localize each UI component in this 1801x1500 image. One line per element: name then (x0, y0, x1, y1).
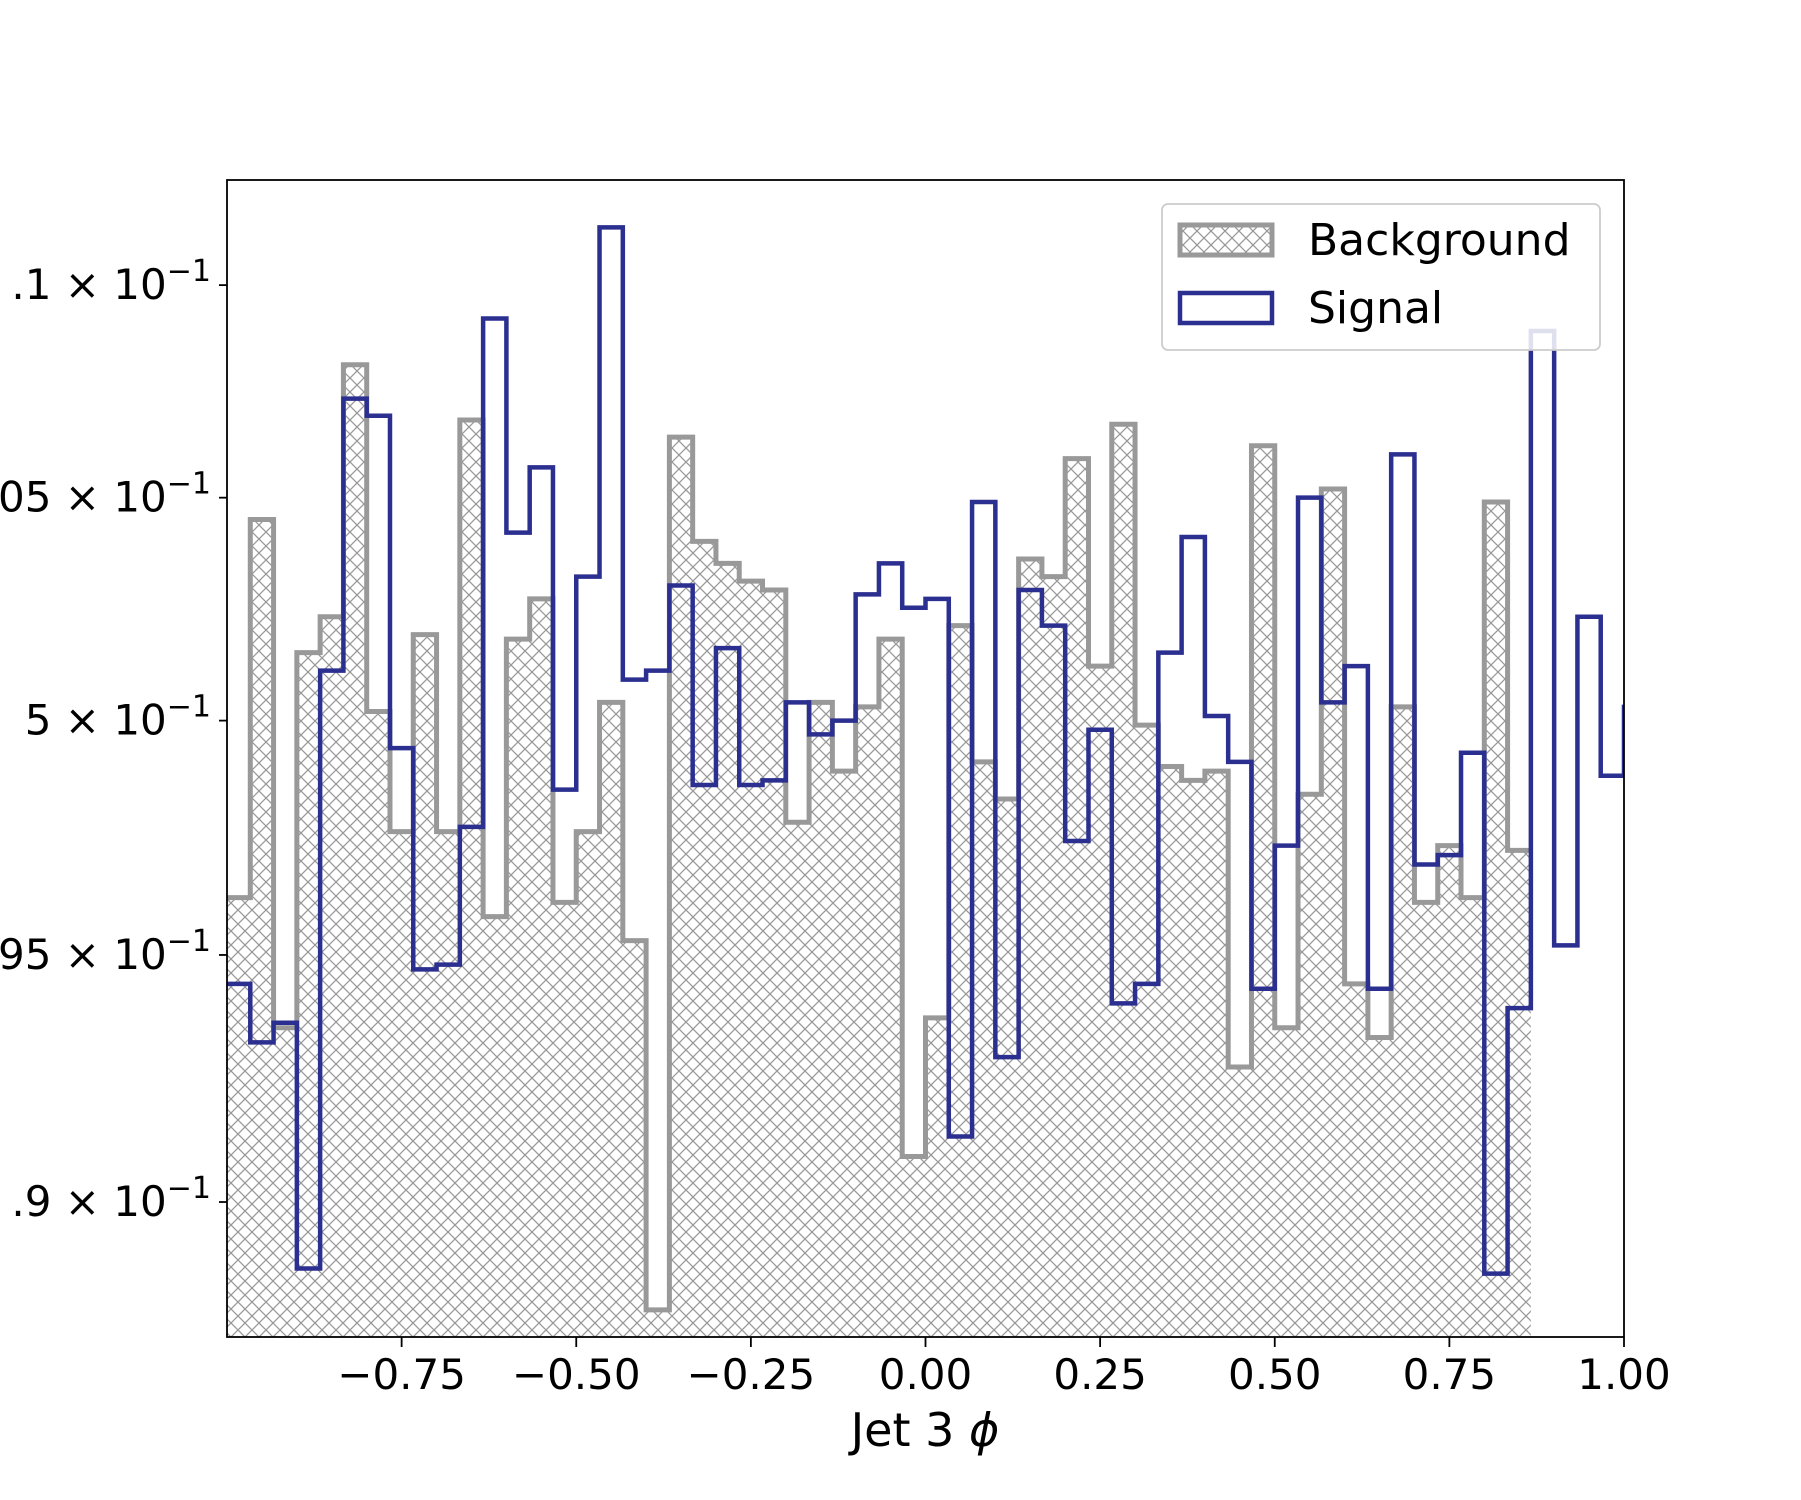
legend-swatch-signal (1177, 290, 1275, 326)
y-tick-label: .1 × 10−1 (11, 254, 211, 309)
x-tick-label: −0.50 (512, 1350, 641, 1399)
x-tick-label: −0.75 (337, 1350, 466, 1399)
x-tick-label: 0.50 (1228, 1350, 1322, 1399)
legend-swatch-background (1177, 222, 1275, 258)
x-tick-label: 0.25 (1053, 1350, 1147, 1399)
x-axis-label: Jet 3 ϕ (848, 1403, 1000, 1457)
y-tick-label: 05 × 10−1 (0, 467, 211, 522)
plot-area (226, 179, 1625, 1338)
legend-label-signal: Signal (1308, 283, 1443, 334)
x-tick-label: 0.75 (1403, 1350, 1497, 1399)
y-axis: .9 × 10−1 95 × 10−1 5 × 10−1 05 × 10−1 .1 × … (0, 254, 227, 1226)
x-axis: −0.75 −0.50 −0.25 0.00 0.25 0.50 0.75 1.00 (337, 1337, 1671, 1399)
x-tick-label: 1.00 (1577, 1350, 1671, 1399)
background-histogram-fill (227, 364, 1531, 1337)
x-tick-label: 0.00 (879, 1350, 973, 1399)
signal-histogram-outline (227, 225, 1624, 1276)
y-tick-label: .9 × 10−1 (11, 1171, 211, 1226)
legend: Background Signal (1161, 203, 1601, 351)
legend-label-background: Background (1308, 215, 1571, 266)
background-histogram-outline (227, 362, 1531, 1313)
y-tick-label: 95 × 10−1 (0, 924, 211, 979)
y-tick-label: 5 × 10−1 (25, 690, 211, 745)
x-tick-label: −0.25 (687, 1350, 816, 1399)
